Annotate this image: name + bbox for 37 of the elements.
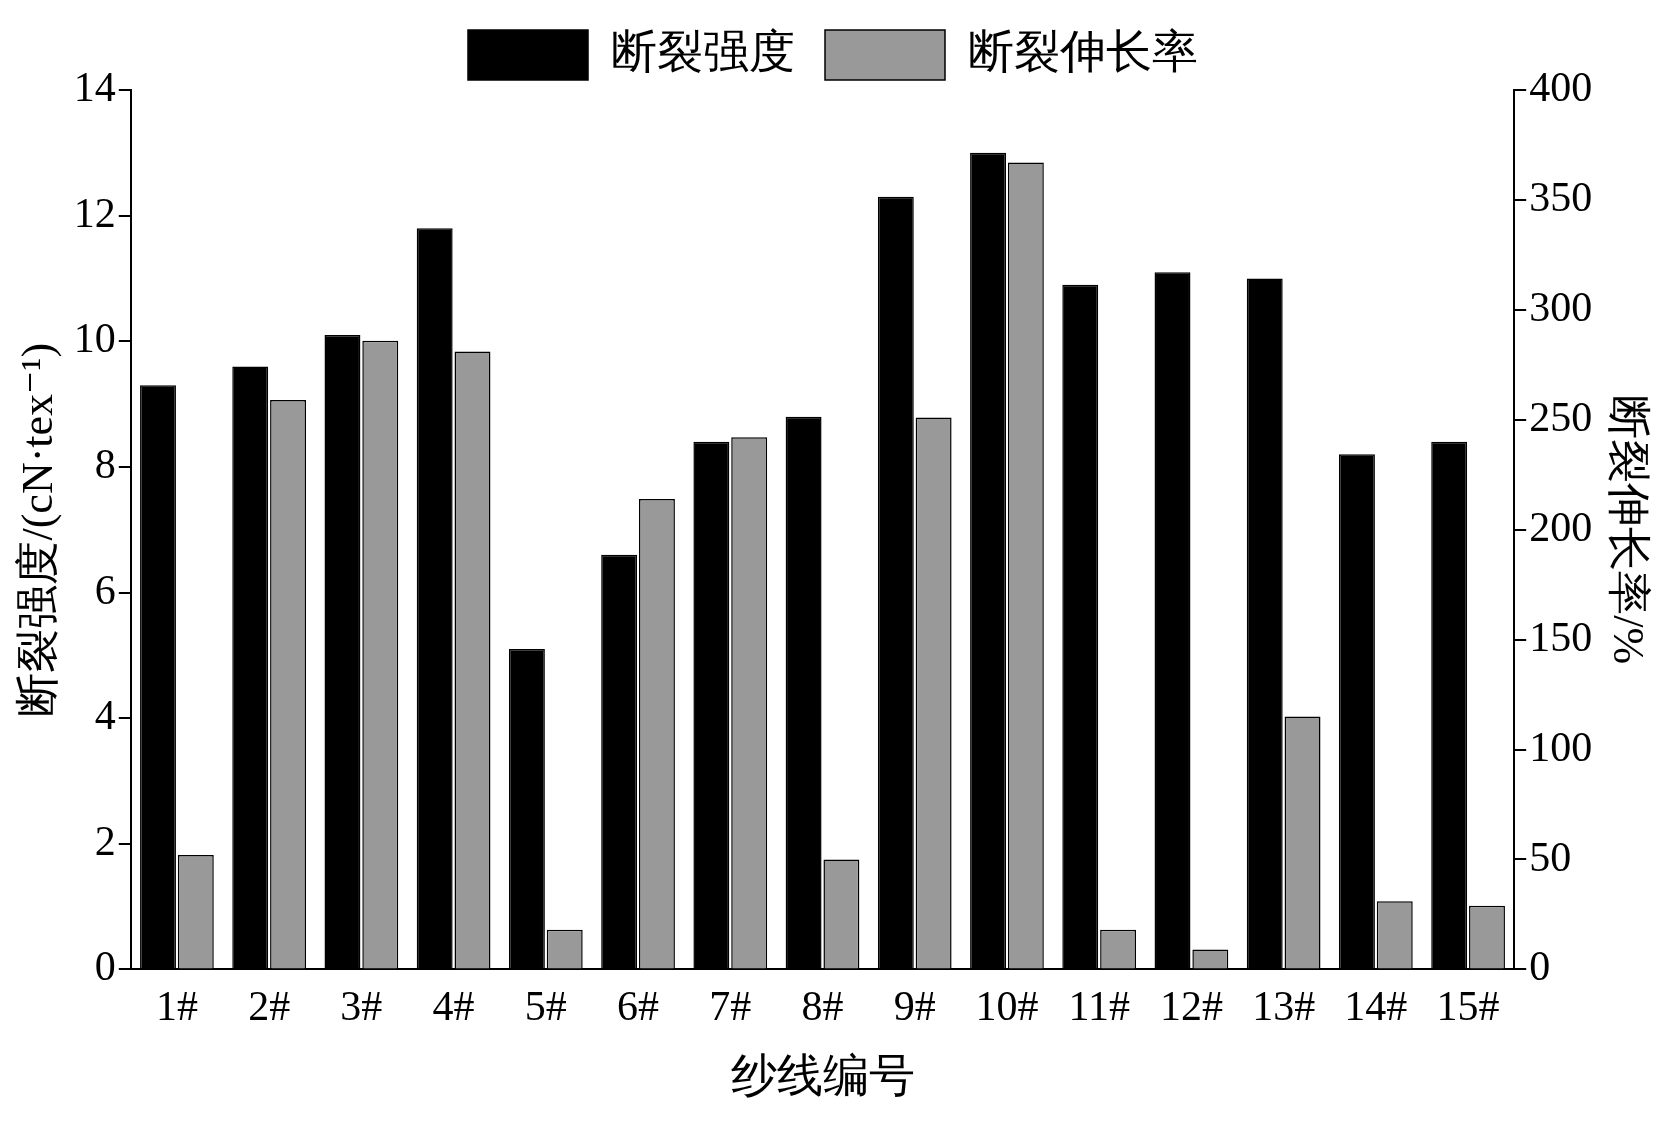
y-tick-label: 8: [94, 440, 116, 487]
x-tick-label: 9#: [893, 982, 936, 1029]
legend-label: 断裂伸长率: [968, 26, 1198, 78]
x-tick-label: 2#: [248, 982, 291, 1029]
y2-tick-label: 400: [1529, 64, 1593, 111]
x-tick-label: 15#: [1436, 982, 1500, 1029]
y2-tick-label: 300: [1529, 283, 1593, 330]
y-tick-label: 10: [73, 315, 116, 362]
x-tick-label: 4#: [432, 982, 475, 1029]
x-axis-title: 纱线编号: [730, 1050, 915, 1102]
y-tick-label: 12: [73, 189, 116, 236]
legend-label: 断裂强度: [611, 26, 795, 78]
y2-tick-label: 50: [1529, 833, 1572, 880]
x-tick-label: 13#: [1252, 982, 1316, 1029]
x-tick-label: 10#: [975, 982, 1039, 1029]
x-tick-label: 12#: [1159, 982, 1223, 1029]
x-tick-label: 3#: [340, 982, 383, 1029]
y2-tick-label: 200: [1529, 503, 1593, 550]
x-tick-label: 8#: [801, 982, 844, 1029]
y2-tick-label: 350: [1529, 173, 1593, 220]
x-tick-label: 6#: [617, 982, 660, 1029]
y2-axis-title: 断裂伸长率/%: [1604, 395, 1654, 665]
x-tick-label: 14#: [1344, 982, 1408, 1029]
y-tick-label: 14: [73, 64, 116, 111]
x-tick-label: 1#: [155, 982, 198, 1029]
x-tick-label: 11#: [1068, 982, 1130, 1029]
y-tick-label: 4: [94, 692, 116, 739]
y2-tick-label: 150: [1529, 613, 1593, 660]
y2-tick-label: 100: [1529, 723, 1593, 770]
y-tick-label: 0: [94, 943, 116, 990]
y-tick-label: 2: [94, 817, 116, 864]
x-tick-label: 7#: [709, 982, 752, 1029]
x-tick-label: 5#: [524, 982, 567, 1029]
y-axis-title: 断裂强度/(cN·tex⁻¹): [12, 342, 62, 717]
y2-tick-label: 0: [1529, 943, 1551, 990]
y-tick-label: 6: [94, 566, 116, 613]
y2-tick-label: 250: [1529, 393, 1593, 440]
